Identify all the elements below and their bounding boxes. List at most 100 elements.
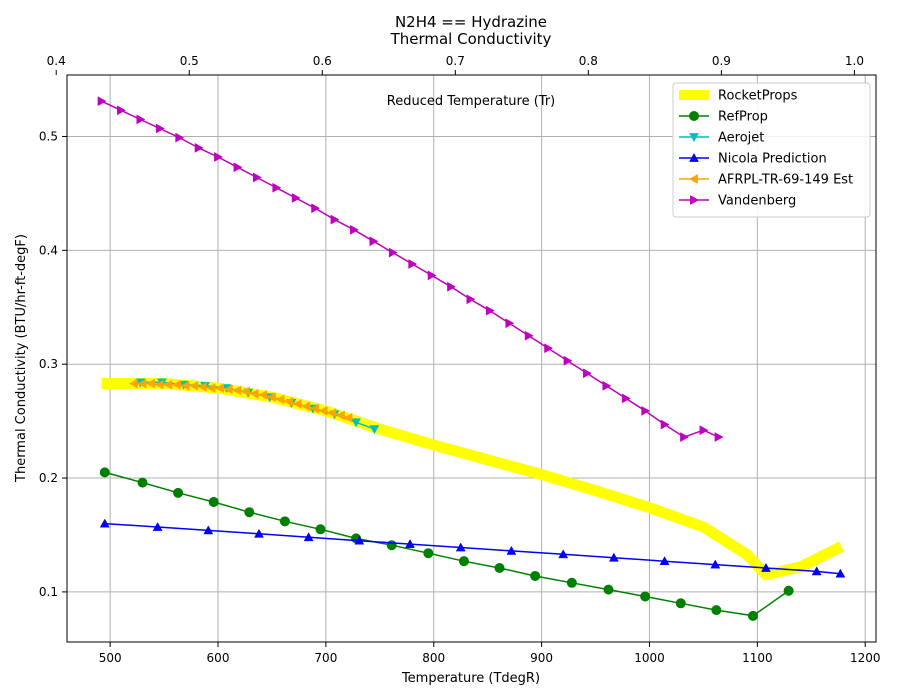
data-point-nicola-prediction bbox=[659, 556, 670, 566]
data-point-afrpl-tr-69-149-est bbox=[154, 379, 164, 390]
x-tick-label: 500 bbox=[99, 651, 122, 665]
legend-item-aerojet: Aerojet bbox=[679, 131, 764, 146]
data-point-afrpl-tr-69-149-est bbox=[128, 378, 138, 389]
ticks: 500 600 700 800 900 1000 1100 1200 0.1 0.2 0.3 0.4 0… bbox=[39, 54, 881, 665]
data-point-afrpl-tr-69-149-est bbox=[343, 412, 353, 423]
data-point-refprop bbox=[494, 562, 505, 573]
y-tick-label: 0.1 bbox=[39, 585, 58, 599]
data-point-nicola-prediction bbox=[506, 545, 517, 555]
data-point-refprop bbox=[675, 598, 686, 609]
data-point-nicola-prediction bbox=[761, 562, 771, 572]
legend-marker bbox=[689, 152, 699, 162]
data-point-nicola-prediction bbox=[608, 552, 619, 562]
data-point-refprop bbox=[279, 516, 290, 527]
x-tick-label: 600 bbox=[207, 651, 230, 665]
top-x-tick-label: 1.0 bbox=[845, 54, 864, 68]
top-x-tick-label: 0.9 bbox=[712, 54, 731, 68]
data-point-nicola-prediction bbox=[254, 528, 264, 538]
data-point-afrpl-tr-69-149-est bbox=[206, 383, 216, 394]
data-point-afrpl-tr-69-149-est bbox=[223, 384, 233, 395]
legend-label: RefProp bbox=[718, 110, 768, 125]
data-point-refprop bbox=[458, 556, 469, 567]
y-axis-label: Thermal Conductivity (BTU/hr-ft-degF) bbox=[14, 234, 29, 483]
data-point-afrpl-tr-69-149-est bbox=[163, 379, 173, 390]
data-point-vandenberg bbox=[97, 96, 107, 107]
data-point-afrpl-tr-69-149-est bbox=[310, 403, 319, 414]
x-axis-label: Temperature (TdegR) bbox=[401, 671, 540, 686]
data-point-afrpl-tr-69-149-est bbox=[172, 379, 181, 390]
data-point-refprop bbox=[566, 577, 577, 588]
data-point-refprop bbox=[783, 585, 794, 596]
data-point-refprop bbox=[137, 477, 148, 488]
data-point-refprop bbox=[748, 610, 759, 621]
series-line-refprop bbox=[104, 471, 790, 617]
top-x-tick-label: 0.4 bbox=[47, 54, 66, 68]
legend-marker bbox=[689, 133, 699, 143]
legend-label: AFRPL-TR-69-149 Est bbox=[718, 173, 853, 188]
data-point-afrpl-tr-69-149-est bbox=[241, 386, 250, 397]
data-point-refprop bbox=[315, 524, 326, 535]
data-point-vandenberg bbox=[660, 419, 670, 430]
data-point-afrpl-tr-69-149-est bbox=[189, 380, 199, 391]
data-point-vandenberg bbox=[485, 305, 495, 316]
data-point-afrpl-tr-69-149-est bbox=[146, 378, 155, 389]
data-point-vandenberg bbox=[330, 214, 340, 225]
data-point-nicola-prediction bbox=[558, 549, 569, 559]
data-point-nicola-prediction bbox=[303, 532, 314, 542]
series-layer bbox=[97, 96, 846, 621]
data-point-afrpl-tr-69-149-est bbox=[335, 410, 345, 421]
data-point-vandenberg bbox=[583, 368, 592, 379]
data-point-afrpl-tr-69-149-est bbox=[137, 378, 147, 389]
data-point-vandenberg bbox=[641, 405, 651, 416]
data-point-vandenberg bbox=[602, 380, 612, 391]
data-point-vandenberg bbox=[505, 318, 515, 329]
data-point-aerojet bbox=[351, 418, 362, 428]
legend-box bbox=[672, 82, 871, 218]
data-point-afrpl-tr-69-149-est bbox=[266, 392, 276, 403]
data-point-vandenberg bbox=[699, 425, 709, 436]
data-point-nicola-prediction bbox=[835, 568, 846, 578]
data-point-afrpl-tr-69-149-est bbox=[284, 396, 294, 407]
top-x-tick-label: 0.5 bbox=[180, 54, 199, 68]
x-tick-label: 800 bbox=[422, 651, 445, 665]
data-point-vandenberg bbox=[214, 152, 224, 162]
legend-item-vandenberg: Vandenberg bbox=[679, 194, 796, 209]
data-point-vandenberg bbox=[544, 343, 554, 354]
data-point-vandenberg bbox=[117, 105, 126, 116]
data-point-refprop bbox=[640, 591, 651, 602]
legend-marker bbox=[690, 195, 700, 205]
data-point-refprop bbox=[208, 496, 219, 507]
data-point-afrpl-tr-69-149-est bbox=[249, 388, 259, 399]
data-point-vandenberg bbox=[252, 172, 262, 183]
legend-marker bbox=[688, 174, 698, 184]
data-point-nicola-prediction bbox=[152, 521, 163, 531]
legend: RocketProps RefProp Aerojet Nicola Predicti… bbox=[672, 82, 871, 218]
legend-label: Vandenberg bbox=[718, 194, 796, 209]
y-tick-label: 0.2 bbox=[39, 471, 58, 485]
top-x-axis-label: Reduced Temperature (Tr) bbox=[387, 94, 555, 109]
data-point-vandenberg bbox=[311, 203, 321, 214]
x-tick-label: 900 bbox=[530, 651, 553, 665]
data-point-afrpl-tr-69-149-est bbox=[318, 405, 328, 416]
data-point-refprop bbox=[603, 584, 614, 595]
data-point-refprop bbox=[99, 467, 110, 478]
top-x-tick-label: 0.8 bbox=[579, 54, 598, 68]
x-tick-label: 1100 bbox=[742, 651, 773, 665]
data-point-nicola-prediction bbox=[99, 518, 110, 528]
top-x-tick-label: 0.6 bbox=[313, 54, 332, 68]
series-afrpl-tr-69-149-est bbox=[128, 378, 353, 423]
data-point-vandenberg bbox=[194, 142, 204, 153]
data-point-vandenberg bbox=[350, 224, 359, 235]
legend-item-refprop: RefProp bbox=[679, 110, 768, 125]
series-line-nicola-prediction bbox=[104, 522, 841, 575]
data-point-afrpl-tr-69-149-est bbox=[232, 385, 242, 396]
data-point-vandenberg bbox=[563, 355, 573, 366]
x-tick-label: 1000 bbox=[634, 651, 665, 665]
data-point-afrpl-tr-69-149-est bbox=[215, 383, 225, 394]
data-point-refprop bbox=[244, 507, 255, 518]
legend-marker bbox=[689, 111, 699, 121]
data-point-vandenberg bbox=[466, 294, 476, 305]
data-point-vandenberg bbox=[175, 132, 185, 143]
data-point-vandenberg bbox=[680, 432, 690, 442]
data-point-vandenberg bbox=[408, 259, 418, 269]
